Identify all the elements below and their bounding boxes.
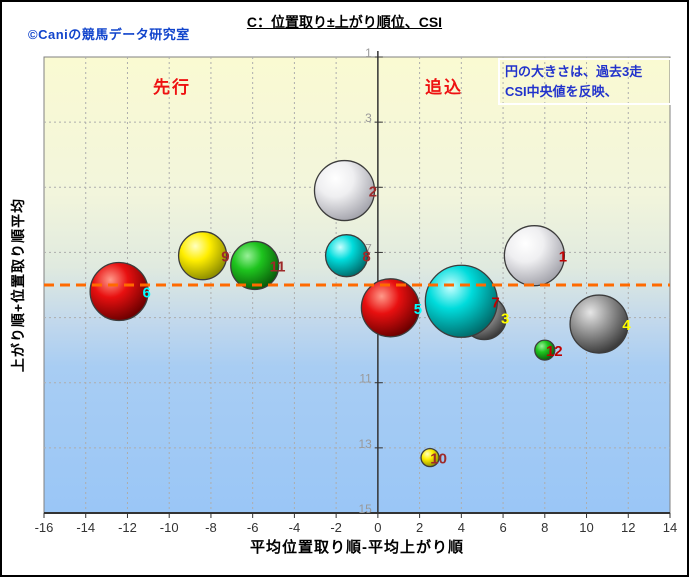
zone-label-closer: 追込 (425, 78, 463, 97)
x-tick-label: -12 (118, 520, 137, 535)
x-tick-label: -2 (330, 520, 342, 535)
y-tick-label: 13 (359, 437, 373, 451)
y-tick-label: 3 (365, 111, 372, 125)
x-tick-label: -16 (35, 520, 54, 535)
bubble-label-4: 4 (622, 317, 631, 334)
bubble-11 (230, 240, 280, 291)
bubble-2 (313, 159, 376, 222)
x-tick-label: -10 (160, 520, 179, 535)
bubble-label-2: 2 (369, 184, 377, 201)
note-line-2: CSI中央値を反映、 (505, 84, 618, 99)
chart-title: C：位置取り±上がり順位、CSI (246, 14, 443, 30)
x-tick-label: -14 (76, 520, 95, 535)
bubble-10 (420, 447, 440, 468)
x-tick-label: -8 (205, 520, 217, 535)
y-tick-label: 11 (359, 372, 372, 386)
x-tick-label: -4 (289, 520, 301, 535)
x-tick-label: 2 (416, 520, 423, 535)
x-tick-label: 14 (663, 520, 677, 535)
y-tick-label: 7 (365, 241, 372, 255)
note-line-1: 円の大きさは、過去3走 (505, 64, 643, 79)
y-tick-label: 1 (365, 46, 372, 60)
x-tick-label: 8 (541, 520, 548, 535)
bubble-label-9: 9 (221, 249, 229, 266)
bubble-label-12: 12 (546, 343, 563, 360)
x-tick-label: 4 (458, 520, 465, 535)
bubble-label-6: 6 (142, 285, 150, 302)
zone-label-front-runner: 先行 (153, 78, 191, 97)
bubble-label-3: 3 (501, 311, 509, 328)
bubble-label-1: 1 (559, 249, 567, 266)
bubble-6 (89, 261, 149, 322)
bubble-8 (324, 234, 369, 278)
bubble-label-5: 5 (414, 301, 422, 318)
bubble-1 (503, 225, 566, 287)
bubble-size-note: 円の大きさは、過去3走 CSI中央値を反映、 (498, 58, 672, 105)
bubble-label-7: 7 (491, 294, 499, 311)
bubble-label-10: 10 (430, 451, 447, 468)
bubble-label-11: 11 (270, 258, 286, 275)
bubble-9 (177, 231, 228, 281)
x-tick-label: 10 (579, 520, 593, 535)
x-tick-label: 12 (621, 520, 635, 535)
bubble-7 (424, 264, 498, 338)
x-tick-label: 0 (374, 520, 381, 535)
bubble-5 (360, 278, 421, 338)
y-tick-label: 15 (359, 502, 373, 516)
y-axis-title: 上がり順+位置取り順平均 (10, 197, 26, 373)
copyright-text: ©Caniの競馬データ研究室 (28, 27, 190, 42)
x-tick-label: -6 (247, 520, 259, 535)
x-tick-label: 6 (499, 520, 506, 535)
x-axis-title: 平均位置取り順-平均上がり順 (250, 539, 464, 556)
bubble-12 (534, 339, 556, 361)
bubble-4 (569, 294, 629, 354)
bubble-label-8: 8 (362, 249, 370, 266)
